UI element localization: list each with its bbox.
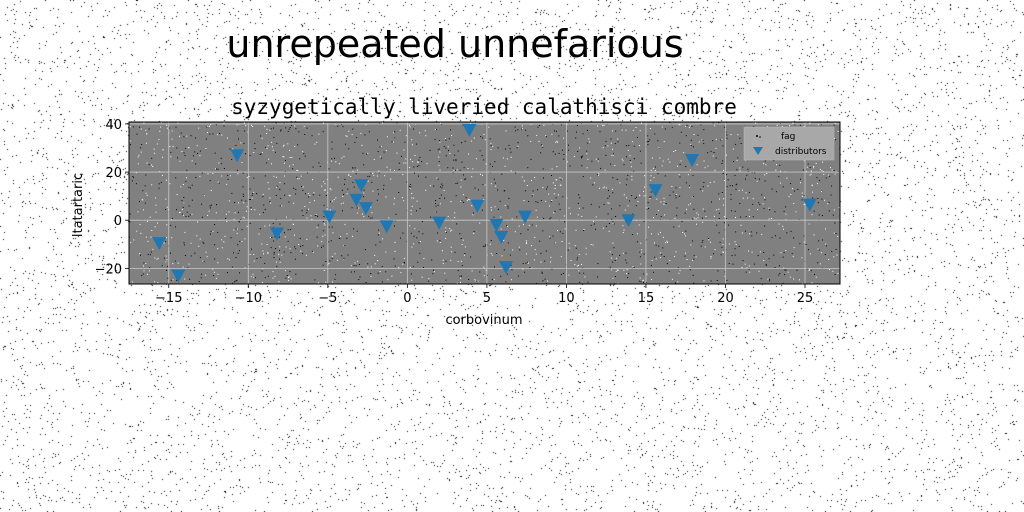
distributors-point-17 xyxy=(648,184,663,198)
distributors-point-9 xyxy=(432,216,447,230)
distributors-point-1 xyxy=(171,269,186,283)
distributors-point-10 xyxy=(462,123,477,137)
distributors-point-11 xyxy=(470,199,485,213)
chart-title: syzygetically liveried calathisci combre xyxy=(231,95,737,119)
fag-series-noise xyxy=(129,122,841,285)
distributors-point-2 xyxy=(230,149,245,163)
distributors-point-8 xyxy=(379,220,394,234)
y-tick-label-2: 20 xyxy=(105,166,122,181)
distributors-point-12 xyxy=(489,219,504,233)
distributors-point-5 xyxy=(349,193,364,207)
y-axis-label: ltatartaric xyxy=(71,173,86,237)
y-axis-ticks: −20 0 20 40 xyxy=(95,118,129,277)
x-axis-label: corbovinum xyxy=(445,313,522,328)
distributors-point-0 xyxy=(152,237,167,251)
x-tick-label-8: 25 xyxy=(797,291,814,306)
distributors-point-7 xyxy=(359,202,373,216)
distributors-point-6 xyxy=(354,179,369,193)
legend-triangle-icon xyxy=(753,147,763,155)
distributors-point-15 xyxy=(518,210,533,224)
x-tick-label-6: 15 xyxy=(638,291,655,306)
plot-frame xyxy=(128,121,841,285)
x-tick-label-0: −15 xyxy=(155,291,182,306)
distributors-point-13 xyxy=(494,231,509,245)
page-title: unrepeated unnefarious xyxy=(226,22,684,66)
distributors-point-3 xyxy=(269,227,284,241)
distributors-point-18 xyxy=(685,154,700,168)
distributors-point-14 xyxy=(498,261,513,275)
x-tick-label-4: 5 xyxy=(483,291,491,306)
x-tick-label-2: −5 xyxy=(318,291,337,306)
x-axis-ticks: −15 −10 −5 0 5 10 15 20 25 xyxy=(155,284,813,306)
legend-dot-icon xyxy=(756,135,758,137)
y-tick-label-0: −20 xyxy=(95,262,122,277)
legend-box xyxy=(743,126,835,161)
legend: fag distributors xyxy=(743,126,835,161)
distributors-point-16 xyxy=(621,214,636,228)
distributors-series xyxy=(152,123,817,283)
y-tick-label-1: 0 xyxy=(114,214,122,229)
legend-label-fag: fag xyxy=(781,132,795,142)
distributors-point-19 xyxy=(802,198,817,212)
x-tick-label-7: 20 xyxy=(717,291,734,306)
legend-dot-icon-2 xyxy=(759,136,761,138)
y-tick-label-3: 40 xyxy=(105,118,122,133)
x-tick-label-1: −10 xyxy=(235,291,262,306)
x-tick-label-5: 10 xyxy=(558,291,575,306)
x-tick-label-3: 0 xyxy=(403,291,411,306)
plot-area xyxy=(129,122,840,284)
legend-label-distributors: distributors xyxy=(775,147,827,157)
distributors-point-4 xyxy=(322,210,337,224)
